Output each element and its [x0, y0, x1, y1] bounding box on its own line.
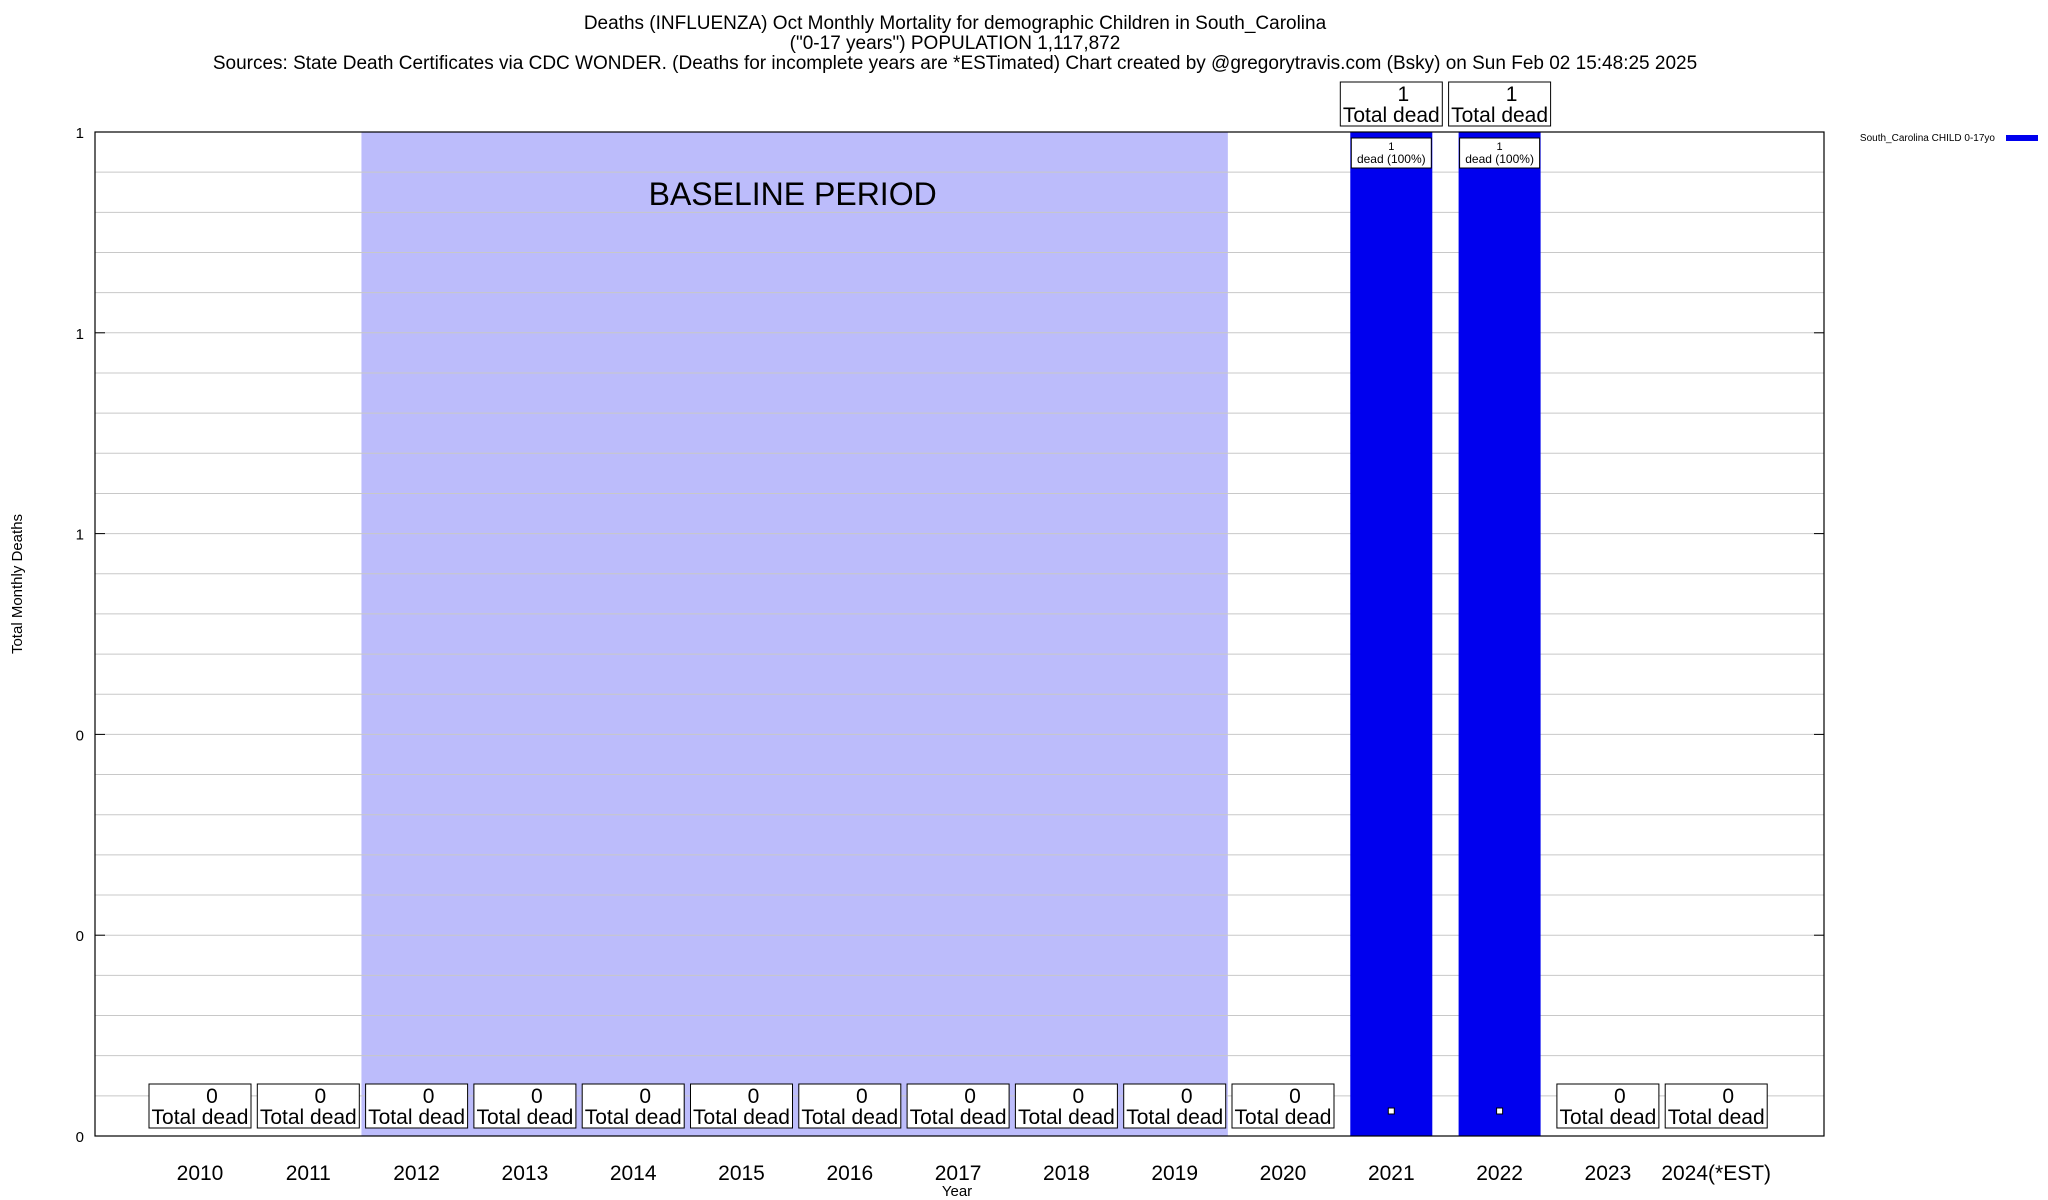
total-dead-box: [1448, 81, 1552, 127]
x-tick-label: 2024(*EST): [1661, 1162, 1771, 1185]
total-dead-value: 0: [1722, 1085, 1734, 1108]
chart-sources-credit: Sources: State Death Certificates via CD…: [212, 53, 1698, 74]
x-tick-label: 2017: [935, 1162, 982, 1185]
total-dead-box: [365, 1083, 469, 1129]
total-dead-caption: Total dead: [1018, 1106, 1115, 1129]
baseline-period-layer: BASELINE PERIOD: [361, 132, 1228, 1136]
bar-inner-label-box: [1350, 137, 1432, 169]
total-dead-box: [256, 1083, 360, 1129]
x-tick-label: 2016: [826, 1162, 873, 1185]
total-dead-box: [1231, 1083, 1335, 1129]
total-dead-value: 0: [964, 1085, 976, 1108]
total-dead-value: 1: [1506, 83, 1518, 106]
total-dead-caption: Total dead: [1559, 1106, 1656, 1129]
total-dead-box: [1556, 1083, 1660, 1129]
total-dead-box: [1123, 1083, 1227, 1129]
chart-title: Deaths (INFLUENZA) Oct Monthly Mortality…: [583, 13, 1327, 34]
total-dead-value: 0: [314, 1085, 326, 1108]
total-dead-caption: Total dead: [152, 1106, 249, 1129]
x-tick-label: 2015: [718, 1162, 765, 1185]
plot-frame: [94, 131, 1825, 1137]
y-tick-label: 0: [76, 727, 84, 744]
plot-frame-layer: [94, 131, 1825, 1137]
total-dead-value: 0: [1614, 1085, 1626, 1108]
bar-inner-value-label: 1: [1497, 141, 1503, 153]
total-dead-box: [798, 1083, 902, 1129]
x-tick-label: 2011: [286, 1162, 331, 1185]
total-dead-box: [1664, 1083, 1768, 1129]
total-dead-caption: Total dead: [1451, 104, 1548, 127]
total-dead-box: [690, 1083, 793, 1129]
legend-label: South_Carolina CHILD 0-17yo: [1860, 133, 1996, 144]
total-dead-value: 0: [639, 1085, 651, 1108]
total-dead-caption: Total dead: [476, 1106, 573, 1129]
chart-subtitle-population: ("0-17 years") POPULATION 1,117,872: [789, 33, 1121, 54]
total-dead-caption: Total dead: [693, 1106, 790, 1129]
bar-2022: [1458, 132, 1541, 1136]
total-dead-value: 0: [748, 1085, 760, 1108]
x-tick-label: 2019: [1151, 1162, 1198, 1185]
x-tick-marker: [1496, 1107, 1504, 1115]
x-tick-label: 2022: [1476, 1162, 1523, 1185]
total-dead-caption: Total dead: [1235, 1106, 1332, 1129]
total-dead-box: [1014, 1083, 1118, 1129]
total-dead-box: [1339, 81, 1443, 127]
total-dead-value: 1: [1397, 83, 1409, 106]
x-tick-label: 2012: [393, 1162, 440, 1185]
total-dead-box: [473, 1083, 577, 1129]
total-dead-value: 0: [856, 1085, 868, 1108]
total-dead-caption: Total dead: [1343, 104, 1440, 127]
x-tick-label: 2014: [610, 1162, 657, 1185]
total-dead-value: 0: [531, 1085, 543, 1108]
x-tick-label: 2021: [1368, 1162, 1415, 1185]
x-tick-label: 2023: [1585, 1162, 1632, 1185]
y-tick-label: 1: [76, 326, 84, 343]
baseline-period-band: [361, 132, 1228, 1136]
total-dead-value: 0: [1181, 1085, 1193, 1108]
total-dead-box: [148, 1083, 252, 1129]
x-axis-label: Year: [942, 1183, 972, 1200]
x-tick-label: 2020: [1260, 1162, 1307, 1185]
x-tick-label: 2013: [502, 1162, 549, 1185]
y-tick-label: 1: [76, 527, 84, 544]
bar-inner-percent-label: dead (100%): [1357, 152, 1426, 166]
x-tick-marker: [1387, 1107, 1395, 1115]
y-tick-label: 0: [76, 928, 84, 945]
total-dead-box: [581, 1083, 685, 1129]
y-tick-label: 1: [76, 125, 84, 142]
x-tick-label: 2018: [1043, 1162, 1090, 1185]
total-dead-value: 0: [1289, 1085, 1301, 1108]
total-dead-caption: Total dead: [910, 1106, 1007, 1129]
total-dead-caption: Total dead: [585, 1106, 682, 1129]
bar-inner-label-box: [1459, 137, 1541, 169]
total-dead-caption: Total dead: [368, 1106, 465, 1129]
y-axis-label: Total Monthly Deaths: [9, 514, 26, 654]
total-dead-caption: Total dead: [260, 1106, 357, 1129]
total-dead-value: 0: [206, 1085, 218, 1108]
legend-swatch: [2006, 135, 2038, 141]
total-dead-caption: Total dead: [1668, 1106, 1765, 1129]
bar-2021: [1350, 132, 1433, 1136]
total-dead-value: 0: [423, 1085, 435, 1108]
y-tick-label: 0: [76, 1129, 84, 1146]
bar-inner-percent-label: dead (100%): [1465, 152, 1534, 166]
x-tick-label: 2010: [177, 1162, 224, 1185]
total-dead-caption: Total dead: [801, 1106, 898, 1129]
bar-inner-value-label: 1: [1388, 141, 1394, 153]
baseline-period-label: BASELINE PERIOD: [649, 176, 937, 212]
total-dead-value: 0: [1073, 1085, 1085, 1108]
total-dead-box: [906, 1083, 1010, 1129]
total-dead-caption: Total dead: [1126, 1106, 1223, 1129]
